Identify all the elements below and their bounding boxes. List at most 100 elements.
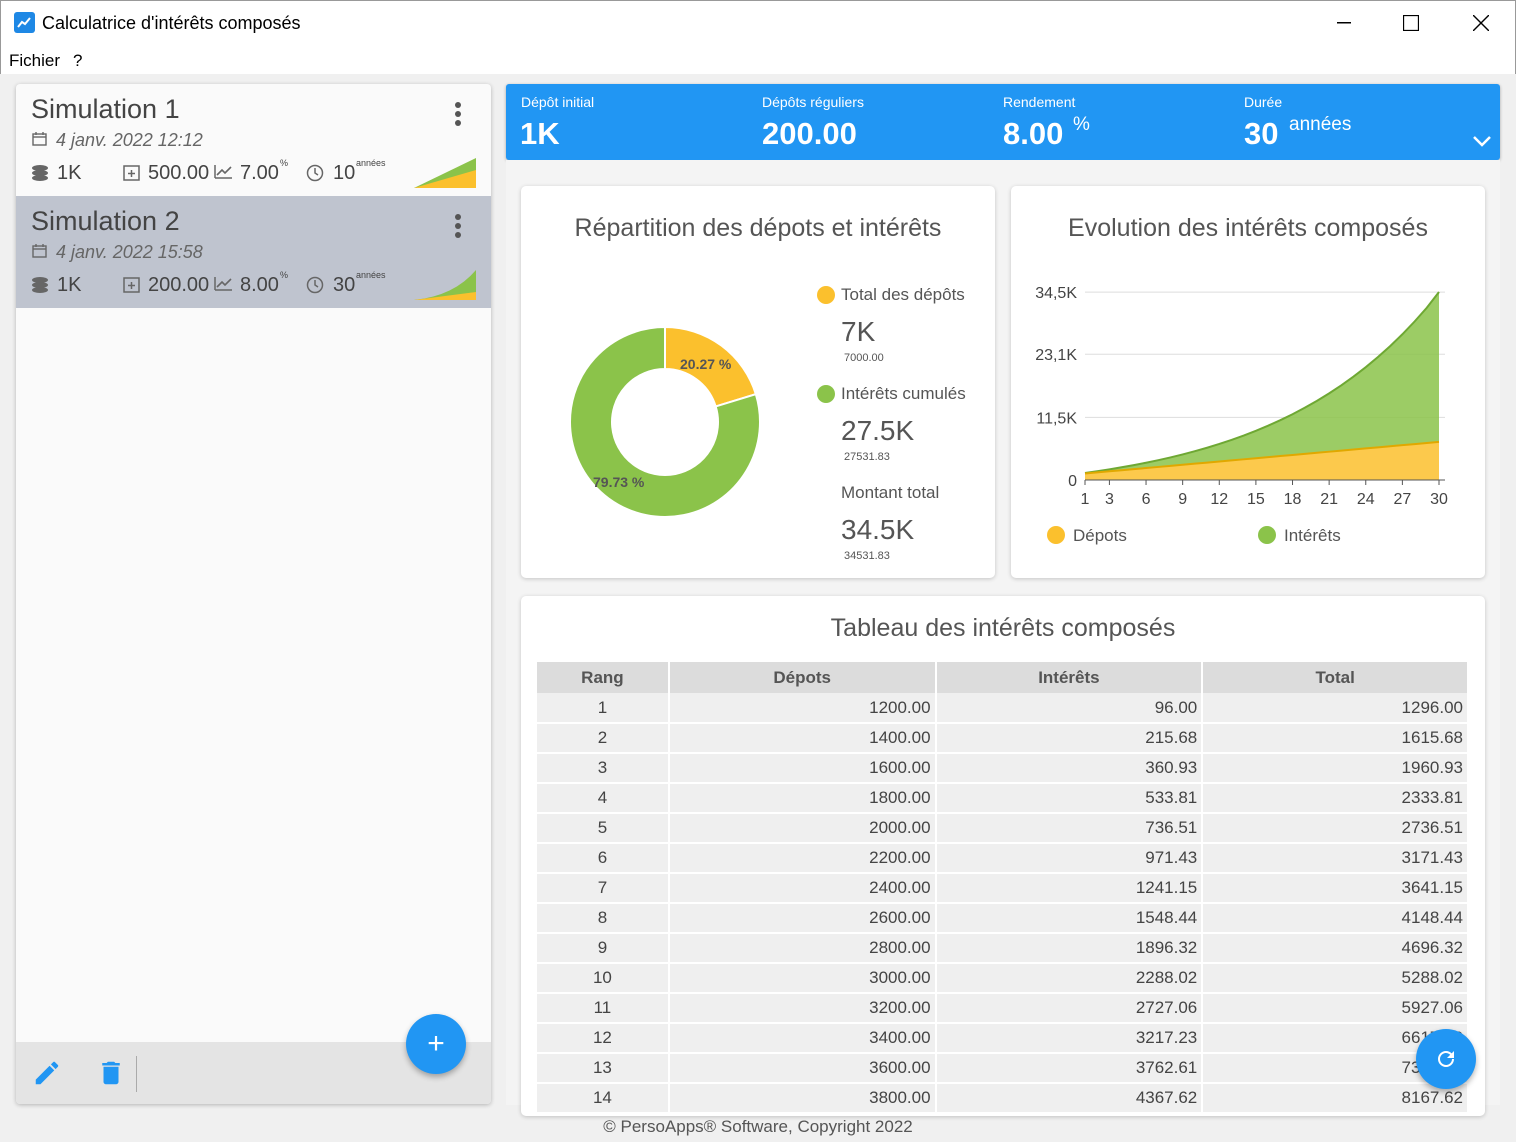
- close-icon[interactable]: [1458, 7, 1504, 39]
- evolution-card: Evolution des intérêts composés 0 11,5K 23…: [1011, 186, 1485, 578]
- table-row[interactable]: 10 3000.00 2288.02 5288.02: [537, 963, 1469, 994]
- table-row[interactable]: 14 3800.00 4367.62 8167.62: [537, 1083, 1469, 1114]
- donut-chart: [569, 325, 761, 518]
- table-row[interactable]: 7 2400.00 1241.15 3641.15: [537, 873, 1469, 904]
- cell-depots: 2000.00: [668, 813, 937, 844]
- cell-depots: 1800.00: [668, 783, 937, 814]
- x-tick-label: 18: [1284, 491, 1302, 508]
- table-row[interactable]: 9 2800.00 1896.32 4696.32: [537, 933, 1469, 964]
- clock-icon: [306, 276, 324, 299]
- table-header-row: Rang Dépots Intérêts Total: [537, 662, 1469, 693]
- maximize-icon[interactable]: [1388, 7, 1434, 39]
- deposits-pct-label: 20.27 %: [680, 356, 732, 372]
- table-row[interactable]: 5 2000.00 736.51 2736.51: [537, 813, 1469, 844]
- interest-slice: [569, 325, 761, 518]
- simulation-title: Simulation 1: [31, 94, 180, 124]
- cell-depots: 3400.00: [668, 1023, 937, 1054]
- deposits-line: [1084, 440, 1440, 475]
- cell-rang: 2: [537, 723, 670, 754]
- table-row[interactable]: 4 1800.00 533.81 2333.81: [537, 783, 1469, 814]
- cell-total: 5927.06: [1202, 993, 1469, 1024]
- cell-interets: 533.81: [935, 783, 1204, 814]
- x-tick-label: 9: [1178, 491, 1187, 508]
- cell-rang: 9: [537, 933, 670, 964]
- chevron-down-icon[interactable]: [1472, 134, 1492, 153]
- header-rang[interactable]: Rang: [537, 662, 670, 693]
- menu-bar: Fichier ?: [0, 46, 1516, 74]
- cell-total: 1960.93: [1202, 753, 1469, 784]
- results-area: Répartition des dépots et intérêts 20.27…: [506, 160, 1500, 1116]
- table-row[interactable]: 8 2600.00 1548.44 4148.44: [537, 903, 1469, 934]
- duration-value: 30: [333, 274, 356, 296]
- edit-icon[interactable]: [32, 1058, 62, 1093]
- add-simulation-button[interactable]: +: [406, 1014, 466, 1074]
- interest-total-exact: 27531.83: [844, 451, 890, 463]
- header-total[interactable]: Total: [1202, 662, 1469, 693]
- donut-title: Répartition des dépots et intérêts: [574, 214, 942, 242]
- cell-depots: 2200.00: [668, 843, 937, 874]
- interest-line: [1084, 291, 1440, 474]
- cell-interets: 96.00: [935, 693, 1204, 724]
- table-card: Tableau des intérêts composés Rang Dépot…: [521, 596, 1485, 1116]
- initial-deposit-value: 1K: [57, 162, 82, 184]
- simulation-date: 4 janv. 2022 15:58: [56, 242, 203, 262]
- cell-rang: 4: [537, 783, 670, 814]
- x-tick-label: 27: [1393, 491, 1411, 508]
- clock-icon: [306, 164, 324, 187]
- rate-label: Rendement: [1003, 94, 1076, 110]
- deposits-total-exact: 7000.00: [844, 352, 884, 364]
- calendar-icon: [32, 131, 47, 151]
- duration-value: 30: [1244, 116, 1279, 151]
- x-tick-label: 6: [1142, 491, 1151, 508]
- simulation-item-1[interactable]: Simulation 1 4 janv. 2022 12:12 1K 500.0…: [16, 84, 491, 196]
- regular-deposit-label: Dépôts réguliers: [762, 94, 864, 110]
- more-vert-icon[interactable]: [454, 102, 462, 130]
- deposits-legend-dot: [817, 286, 835, 304]
- initial-deposit-value: 1K: [57, 274, 82, 296]
- deposits-legend-label: Dépots: [1073, 526, 1127, 545]
- regular-deposit-value: 200.00: [762, 116, 857, 151]
- cell-depots: 3600.00: [668, 1053, 937, 1084]
- x-tick-label: 21: [1320, 491, 1338, 508]
- menu-fichier[interactable]: Fichier: [9, 51, 61, 70]
- toolbar-divider: [136, 1056, 137, 1092]
- calendar-plus-icon: [123, 164, 140, 186]
- header-interets[interactable]: Intérêts: [935, 662, 1204, 693]
- duration-unit: années: [356, 270, 386, 280]
- simulation-sparkline: [414, 158, 476, 188]
- cell-depots: 1600.00: [668, 753, 937, 784]
- cell-rang: 5: [537, 813, 670, 844]
- cell-total: 8167.62: [1202, 1083, 1469, 1114]
- interest-pct-label: 79.73 %: [593, 474, 645, 490]
- rate-unit: %: [1073, 114, 1090, 135]
- cell-total: 4148.44: [1202, 903, 1469, 934]
- refresh-icon: [1438, 1051, 1454, 1067]
- rate-value: 7.00: [240, 162, 279, 184]
- table-row[interactable]: 1 1200.00 96.00 1296.00: [537, 693, 1469, 724]
- y-tick-label: 11,5K: [1036, 410, 1077, 427]
- minimize-icon[interactable]: [1321, 7, 1367, 39]
- table-row[interactable]: 11 3200.00 2727.06 5927.06: [537, 993, 1469, 1024]
- app-chart-icon: [14, 12, 35, 33]
- y-tick-label: 23,1K: [1035, 347, 1077, 364]
- rate-unit: %: [280, 158, 289, 168]
- refresh-button[interactable]: [1416, 1029, 1476, 1089]
- cell-interets: 215.68: [935, 723, 1204, 754]
- more-vert-icon[interactable]: [454, 214, 462, 242]
- simulation-item-2[interactable]: Simulation 2 4 janv. 2022 15:58 1K 200.0…: [16, 196, 491, 308]
- table-row[interactable]: 3 1600.00 360.93 1960.93: [537, 753, 1469, 784]
- simulation-title: Simulation 2: [31, 206, 180, 236]
- cell-total: 3171.43: [1202, 843, 1469, 874]
- delete-icon[interactable]: [96, 1058, 126, 1093]
- menu-help[interactable]: ?: [73, 51, 83, 70]
- interest-legend-label: Intérêts cumulés: [841, 384, 966, 403]
- duration-unit: années: [356, 158, 386, 168]
- table-row[interactable]: 2 1400.00 215.68 1615.68: [537, 723, 1469, 754]
- header-depots[interactable]: Dépots: [668, 662, 937, 693]
- interest-legend-dot: [817, 385, 835, 403]
- parameters-summary[interactable]: Dépôt initial 1K Dépôts réguliers 200.00…: [506, 84, 1500, 160]
- table-row[interactable]: 6 2200.00 971.43 3171.43: [537, 843, 1469, 874]
- cell-interets: 1896.32: [935, 933, 1204, 964]
